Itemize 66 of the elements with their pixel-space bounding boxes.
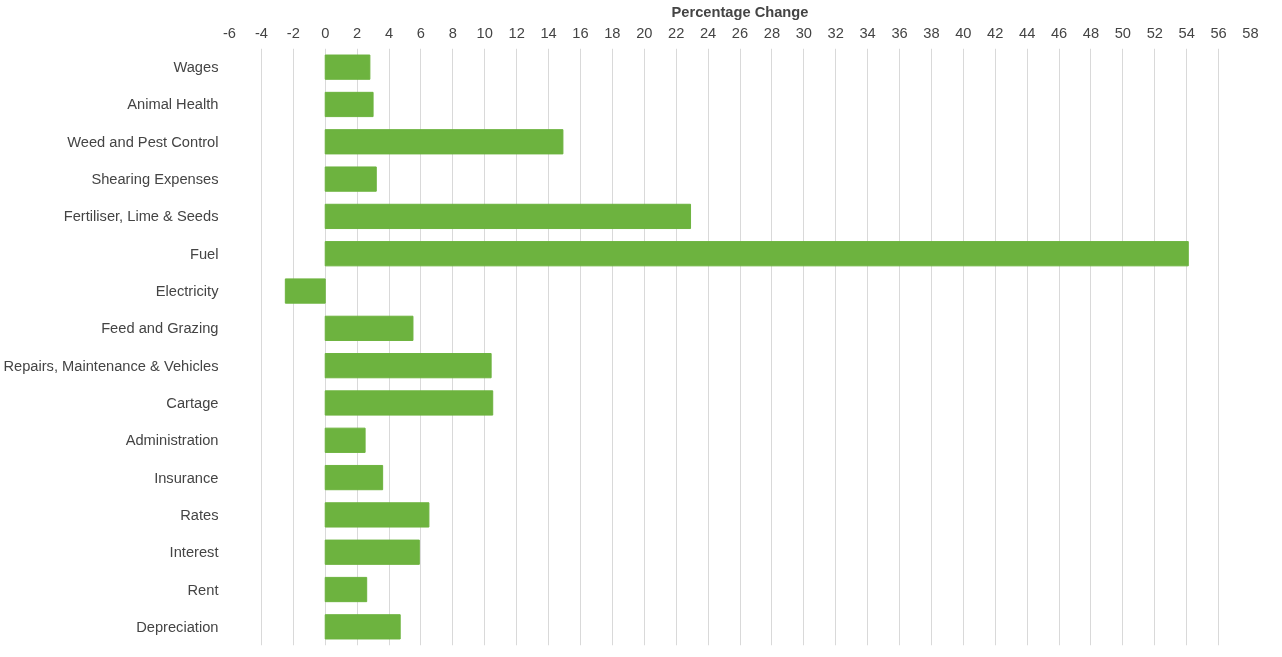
bar: [284, 278, 326, 304]
x-tick-label: 0: [321, 24, 330, 41]
x-tick-label: -4: [254, 24, 268, 41]
y-tick-label: Cartage: [166, 394, 219, 411]
x-tick-label: 36: [891, 24, 908, 41]
y-tick-label: Electricity: [155, 283, 220, 300]
bar: [324, 502, 430, 528]
y-tick-label: Administration: [125, 432, 219, 449]
y-tick-label: Repairs, Maintenance & Vehicles: [3, 357, 219, 374]
y-tick-label: Feed and Grazing: [101, 320, 219, 337]
x-tick-label: 52: [1146, 24, 1163, 41]
x-tick-label: 20: [636, 24, 653, 41]
bar: [324, 390, 494, 416]
y-tick-label: Fertiliser, Lime & Seeds: [63, 208, 219, 225]
y-tick-label: Animal Health: [127, 96, 219, 113]
y-tick-label: Shearing Expenses: [91, 171, 219, 188]
x-tick-label: 12: [508, 24, 525, 41]
y-tick-label: Wages: [173, 59, 219, 76]
bar: [324, 129, 564, 155]
x-tick-label: 18: [604, 24, 621, 41]
y-tick-label: Weed and Pest Control: [67, 133, 219, 150]
x-tick-label: 34: [859, 24, 876, 41]
bar: [324, 576, 368, 603]
x-tick-label: -2: [286, 24, 300, 41]
x-tick-label: 32: [827, 24, 844, 41]
y-tick-label: Rates: [180, 506, 219, 523]
x-tick-label: 22: [668, 24, 685, 41]
y-tick-label: Rent: [187, 581, 219, 598]
bar: [324, 427, 366, 453]
bar: [324, 353, 492, 379]
x-tick-label: 28: [763, 24, 781, 41]
y-tick-label: Insurance: [154, 469, 219, 486]
x-axis-title: Percentage Change: [671, 3, 809, 20]
bar: [324, 54, 371, 80]
x-tick-label: 48: [1082, 24, 1100, 41]
x-tick-label: 6: [416, 24, 426, 41]
x-tick-label: 14: [540, 24, 557, 41]
bar: [324, 315, 414, 341]
y-tick-label: Fuel: [189, 245, 219, 262]
x-tick-label: 44: [1019, 24, 1036, 41]
x-tick-label: 2: [353, 24, 362, 41]
x-tick-label: 38: [923, 24, 940, 41]
x-tick-label: 4: [384, 24, 394, 41]
x-tick-label: 54: [1178, 24, 1195, 41]
bar: [324, 241, 1189, 267]
bar: [324, 539, 420, 565]
x-tick-label: 56: [1210, 24, 1227, 41]
x-tick-label: -6: [222, 24, 237, 41]
bar: [324, 166, 377, 192]
x-tick-label: 50: [1114, 24, 1132, 41]
bar: [324, 91, 374, 118]
y-tick-label: Interest: [169, 544, 219, 561]
y-tick-label: Depreciation: [136, 618, 219, 635]
bar: [324, 614, 401, 640]
x-tick-label: 10: [476, 24, 493, 41]
x-tick-label: 40: [955, 24, 972, 41]
x-tick-label: 58: [1242, 24, 1259, 41]
x-tick-label: 16: [572, 24, 589, 41]
x-tick-label: 46: [1050, 24, 1068, 41]
x-tick-label: 30: [795, 24, 812, 41]
bar: [324, 464, 384, 491]
x-tick-label: 8: [448, 24, 457, 41]
x-tick-label: 24: [699, 24, 717, 41]
bar: [324, 203, 692, 230]
x-tick-label: 42: [987, 24, 1004, 41]
x-tick-label: 26: [731, 24, 749, 41]
